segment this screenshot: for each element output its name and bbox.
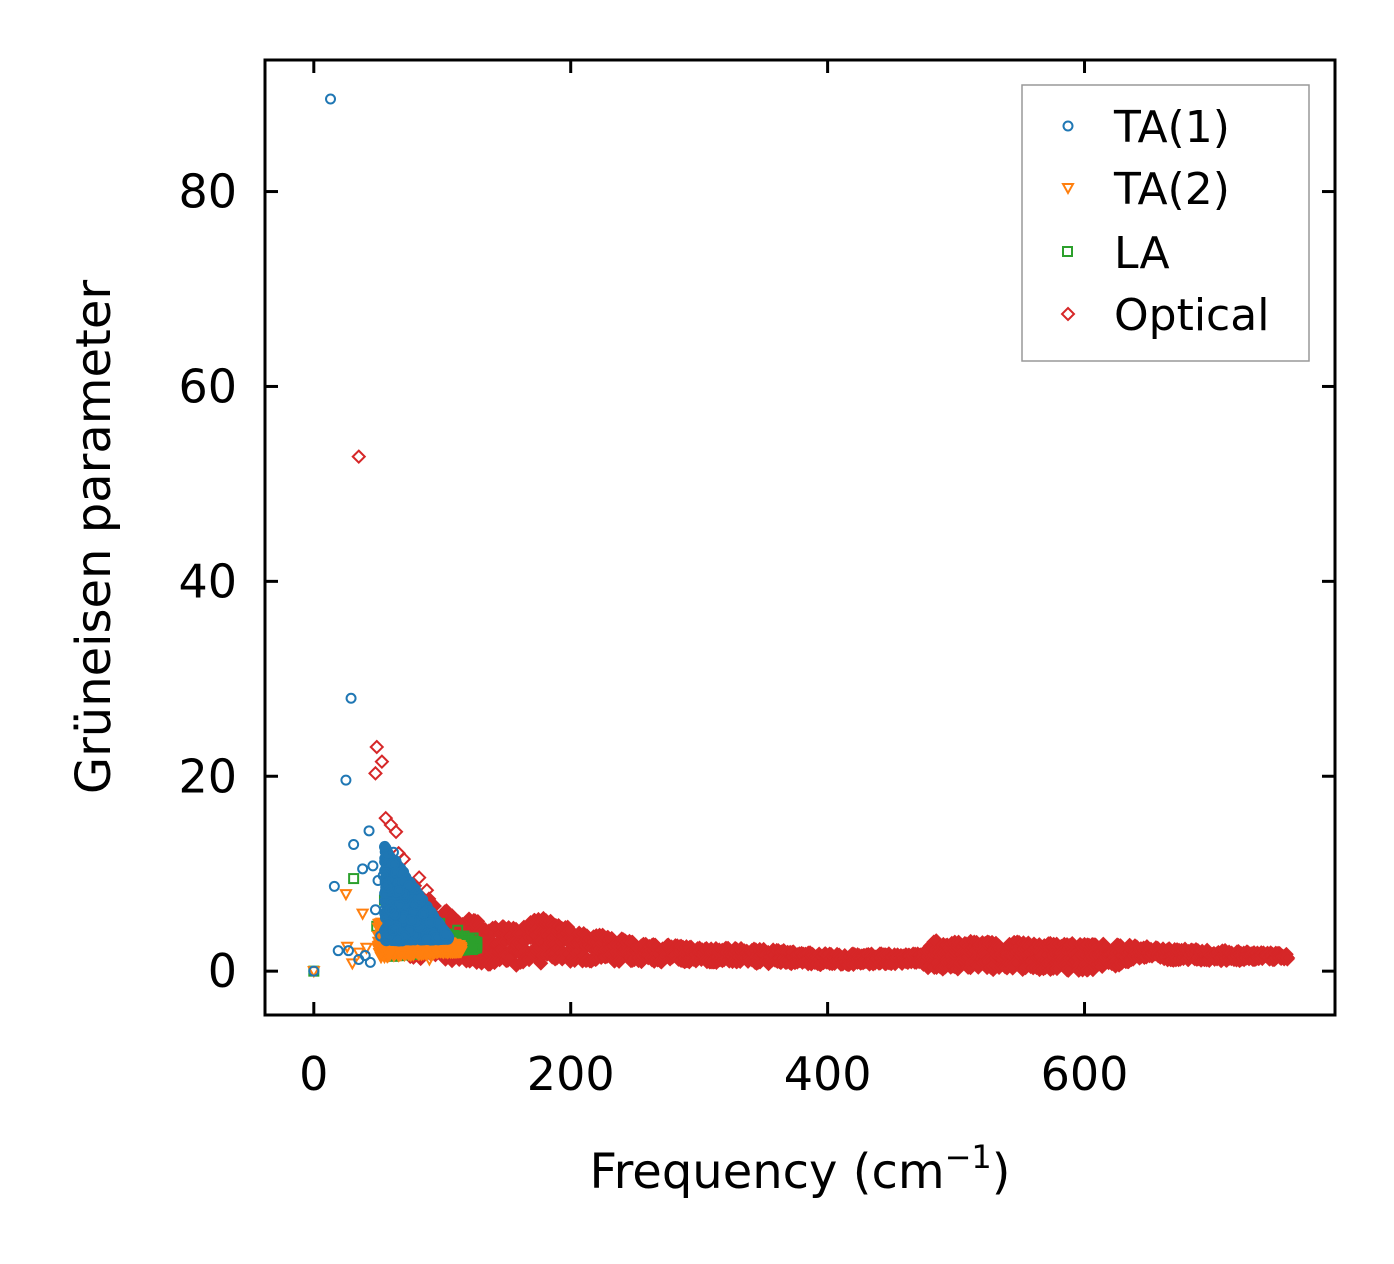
data-point (367, 860, 379, 872)
data-point (348, 838, 360, 850)
y-tick-label: 40 (178, 554, 237, 608)
x-tick-label: 0 (299, 1047, 328, 1101)
data-point (395, 866, 407, 878)
data-point (611, 953, 627, 969)
data-point (1280, 950, 1296, 966)
x-axis-label: Frequency (cm−1) (589, 1138, 1010, 1200)
y-tick-label: 20 (178, 749, 237, 803)
x-axis-label-suffix: ) (992, 1144, 1011, 1200)
legend-label-optical: Optical (1114, 290, 1269, 341)
data-point (363, 825, 375, 837)
data-point (424, 917, 436, 929)
data-point (328, 880, 340, 892)
y-axis-label: Grüneisen parameter (66, 280, 122, 795)
data-point (369, 739, 385, 755)
data-point (452, 924, 464, 936)
data-point (388, 824, 404, 840)
data-layer (307, 93, 1296, 979)
data-point (383, 817, 399, 833)
x-axis-label-exponent: −1 (945, 1138, 992, 1176)
legend-label-ta2: TA(2) (1113, 164, 1230, 215)
data-point (339, 889, 353, 902)
data-point (374, 754, 390, 770)
series-optical (351, 449, 1296, 978)
x-tick-label: 400 (784, 1047, 872, 1101)
legend: TA(1) TA(2) LA Optical (1021, 84, 1310, 362)
data-point (355, 908, 370, 921)
data-point (378, 810, 394, 826)
data-point (467, 932, 479, 944)
data-point (364, 956, 376, 968)
legend-label-la: LA (1114, 228, 1170, 279)
y-tick-label: 60 (178, 359, 237, 413)
data-point (348, 873, 360, 885)
series-ta1 (308, 93, 455, 977)
x-tick-label: 600 (1041, 1047, 1129, 1101)
data-point (439, 929, 451, 941)
data-point (421, 934, 433, 946)
data-point (340, 774, 352, 786)
data-point (393, 885, 405, 897)
data-point (357, 863, 369, 875)
data-point (533, 955, 549, 971)
axes-frame (263, 58, 1337, 1017)
data-point (332, 945, 344, 957)
y-tick-label: 0 (208, 944, 237, 998)
x-tick-label: 200 (527, 1047, 615, 1101)
data-point (418, 907, 430, 919)
data-point (345, 692, 357, 704)
x-axis-label-main: Frequency (cm (589, 1144, 944, 1200)
y-tick-label: 80 (178, 165, 237, 219)
data-point (368, 765, 383, 781)
data-point (405, 914, 417, 926)
data-point (411, 870, 427, 886)
data-point (379, 840, 391, 852)
data-point (394, 900, 406, 912)
plot-area (263, 58, 1337, 1017)
data-point (351, 449, 367, 465)
legend-label-ta1: TA(1) (1113, 102, 1230, 153)
data-point (369, 904, 381, 916)
data-point (325, 93, 337, 105)
